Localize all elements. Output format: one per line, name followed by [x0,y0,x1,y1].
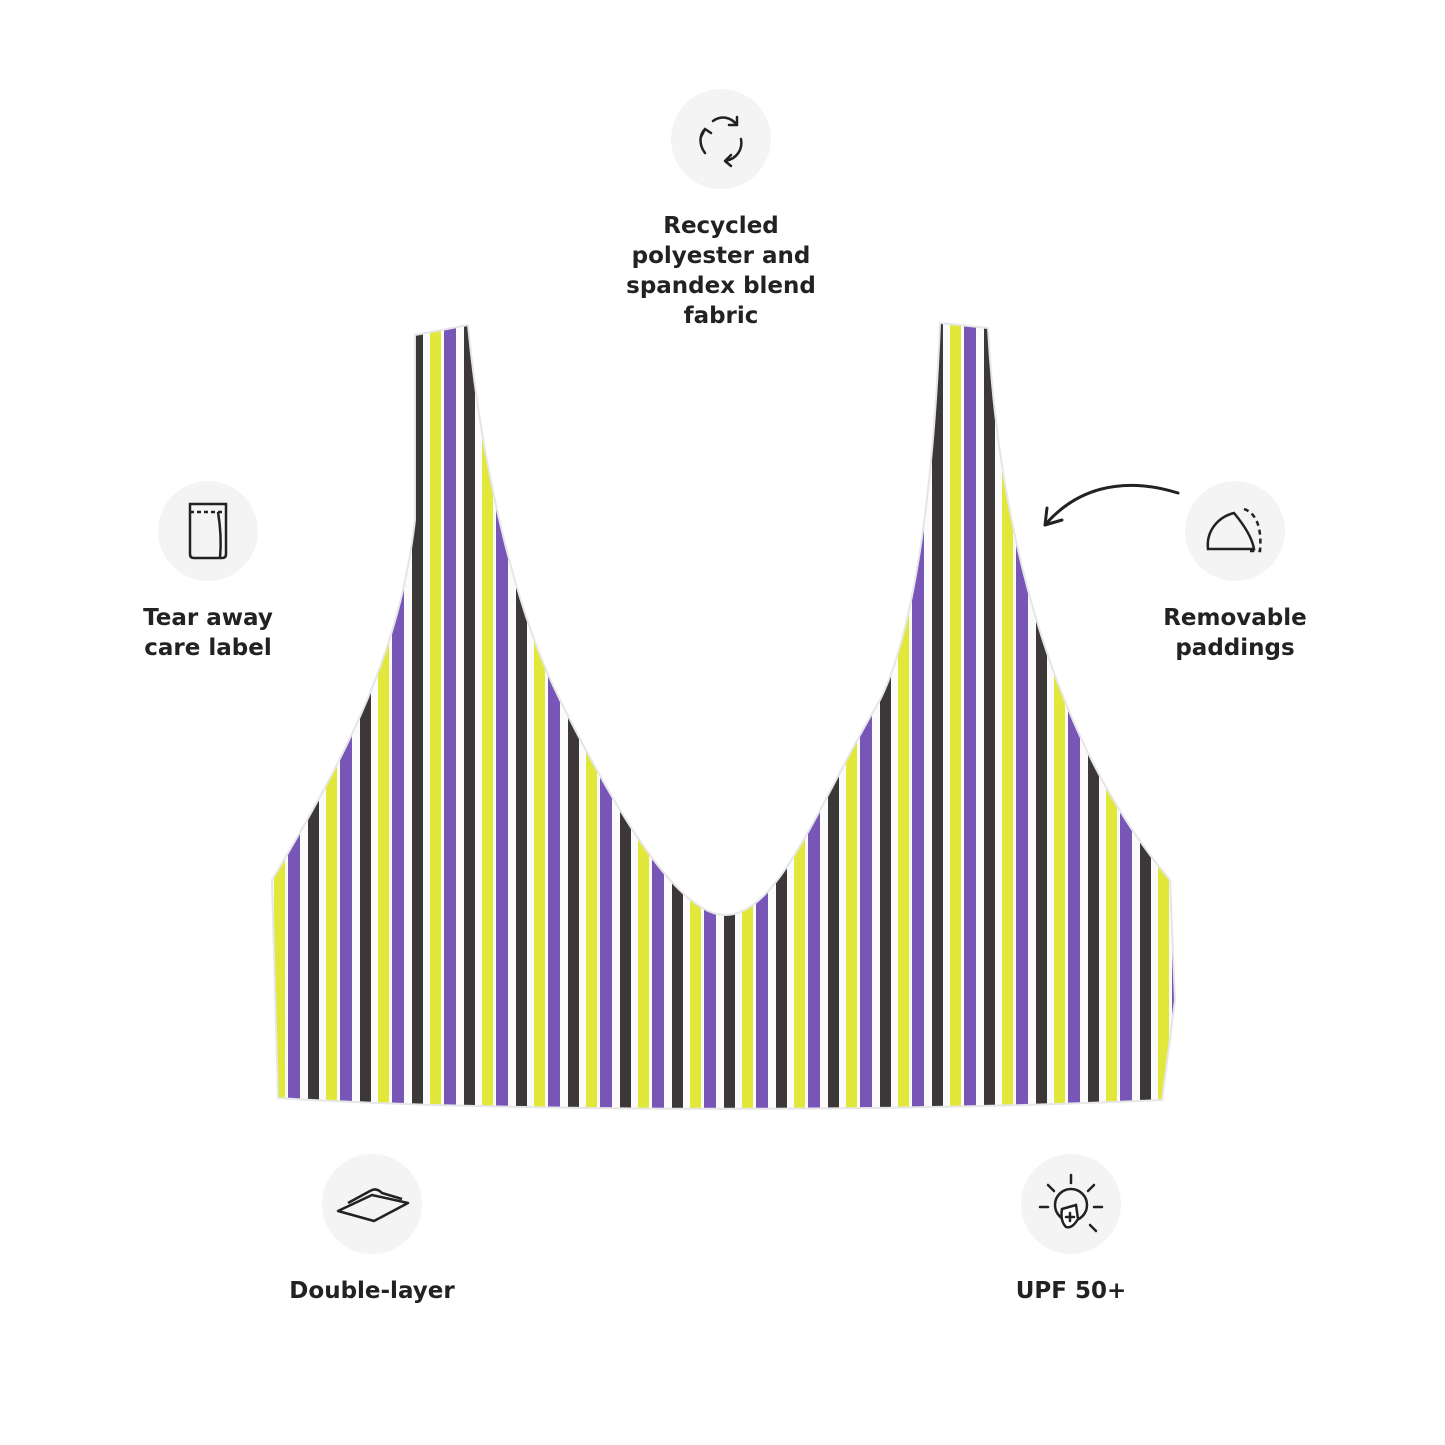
recycle-icon [671,89,771,189]
feature-label: Removable paddings [1163,605,1307,661]
care-label-icon [158,481,258,581]
feature-care-label: Tear away care label [78,481,338,663]
feature-label: Double-layer [289,1278,455,1304]
feature-label: Recycled polyester and spandex blend fab… [626,213,816,329]
feature-removable-paddings: Removable paddings [1105,481,1365,663]
sun-shield-icon [1021,1154,1121,1254]
layers-icon [322,1154,422,1254]
arrow-icon [1043,483,1180,527]
garment-shape [270,321,1177,1110]
feature-double-layer: Double-layer [242,1154,502,1306]
feature-upf: UPF 50+ [941,1154,1201,1306]
feature-label: Tear away care label [143,605,273,661]
feature-label: UPF 50+ [1015,1278,1127,1304]
padding-icon [1185,481,1285,581]
feature-recycled-fabric: Recycled polyester and spandex blend fab… [591,89,851,331]
